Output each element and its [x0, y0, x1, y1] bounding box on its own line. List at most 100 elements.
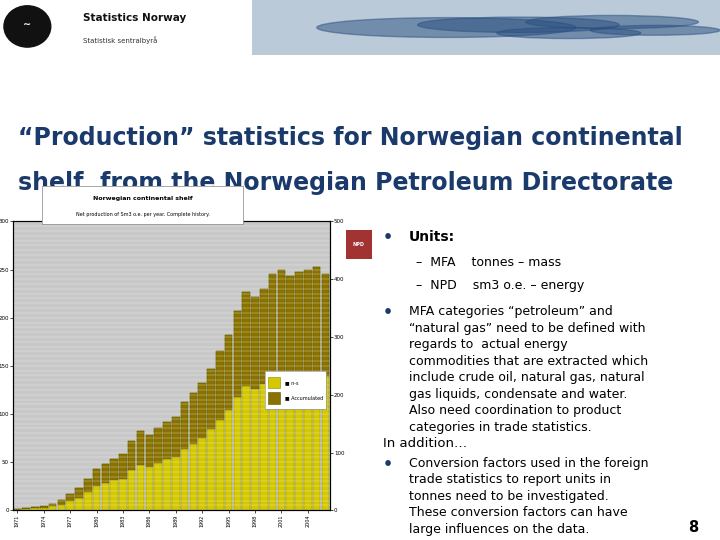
- Bar: [181, 402, 189, 449]
- Bar: [199, 383, 206, 438]
- Bar: [14, 509, 21, 510]
- Bar: [304, 269, 312, 510]
- Circle shape: [418, 17, 619, 32]
- Text: ■ n-s: ■ n-s: [284, 380, 298, 385]
- Bar: [189, 393, 197, 444]
- Text: –  NPD    sm3 o.e. – energy: – NPD sm3 o.e. – energy: [416, 279, 585, 292]
- Bar: [22, 508, 30, 510]
- Text: Statistics Norway: Statistics Norway: [83, 12, 186, 23]
- Bar: [207, 369, 215, 510]
- Text: Conversion factors used in the foreign
trade statistics to report units in
tonne: Conversion factors used in the foreign t…: [409, 457, 648, 536]
- Bar: [128, 441, 135, 510]
- Bar: [49, 504, 56, 510]
- Bar: [75, 488, 83, 510]
- Bar: [58, 500, 65, 510]
- Bar: [312, 267, 320, 373]
- Bar: [216, 352, 223, 420]
- Bar: [287, 276, 294, 377]
- Bar: [66, 494, 74, 510]
- Bar: [22, 508, 30, 509]
- Text: Statistisk sentralbyrå: Statistisk sentralbyrå: [83, 36, 157, 44]
- Bar: [225, 335, 233, 410]
- Bar: [110, 459, 118, 510]
- Bar: [225, 335, 233, 510]
- Bar: [58, 500, 65, 504]
- Bar: [110, 459, 118, 481]
- Circle shape: [497, 28, 641, 38]
- Bar: [145, 435, 153, 510]
- Bar: [40, 507, 48, 510]
- Bar: [268, 377, 280, 388]
- Bar: [163, 422, 171, 510]
- Bar: [278, 269, 285, 374]
- Bar: [120, 455, 127, 478]
- Bar: [84, 478, 91, 492]
- Bar: [252, 0, 720, 55]
- Bar: [269, 274, 276, 376]
- Bar: [189, 393, 197, 510]
- Bar: [145, 435, 153, 467]
- Bar: [278, 269, 285, 510]
- Bar: [31, 508, 39, 510]
- Bar: [268, 392, 280, 403]
- Text: Units:: Units:: [409, 230, 455, 244]
- Text: Norwegian continental shelf: Norwegian continental shelf: [93, 196, 192, 201]
- Bar: [163, 422, 171, 459]
- Bar: [172, 417, 179, 510]
- Bar: [120, 455, 127, 510]
- Text: “Production” statistics for Norwegian continental: “Production” statistics for Norwegian co…: [18, 126, 683, 151]
- Bar: [207, 369, 215, 429]
- Bar: [346, 230, 372, 259]
- Bar: [93, 469, 100, 510]
- Bar: [216, 352, 223, 510]
- Bar: [84, 478, 91, 510]
- Bar: [322, 274, 329, 376]
- Bar: [128, 441, 135, 470]
- Text: –  MFA    tonnes – mass: – MFA tonnes – mass: [416, 256, 562, 269]
- Bar: [93, 469, 100, 486]
- Bar: [322, 274, 329, 510]
- Bar: [154, 428, 162, 510]
- Bar: [295, 273, 302, 375]
- Bar: [251, 296, 258, 389]
- Bar: [102, 464, 109, 483]
- Bar: [172, 417, 179, 457]
- Bar: [287, 276, 294, 510]
- Bar: [137, 431, 144, 510]
- Bar: [102, 464, 109, 510]
- Bar: [260, 289, 268, 384]
- Bar: [243, 292, 250, 386]
- Circle shape: [317, 18, 576, 37]
- Text: shelf  from the Norwegian Petroleum Directorate: shelf from the Norwegian Petroleum Direc…: [18, 171, 673, 195]
- Bar: [66, 494, 74, 501]
- Bar: [233, 311, 241, 397]
- Bar: [14, 509, 21, 510]
- Bar: [312, 267, 320, 510]
- Bar: [304, 269, 312, 374]
- Ellipse shape: [4, 6, 50, 47]
- Bar: [243, 292, 250, 510]
- Circle shape: [590, 25, 720, 35]
- Text: NPD: NPD: [353, 242, 364, 247]
- Circle shape: [526, 16, 698, 29]
- Bar: [233, 311, 241, 510]
- Bar: [154, 428, 162, 463]
- Bar: [269, 274, 276, 510]
- Text: ■ Accumulated: ■ Accumulated: [284, 395, 323, 400]
- Bar: [49, 504, 56, 507]
- Bar: [75, 488, 83, 498]
- Text: In addition…: In addition…: [383, 437, 467, 450]
- Bar: [40, 507, 48, 508]
- Text: •: •: [383, 457, 393, 472]
- Text: Net production of Sm3 o.e. per year. Complete history.: Net production of Sm3 o.e. per year. Com…: [76, 212, 210, 217]
- Text: •: •: [383, 305, 393, 320]
- Text: ∼: ∼: [23, 20, 32, 30]
- Text: 8: 8: [688, 519, 698, 535]
- Bar: [251, 296, 258, 510]
- Bar: [260, 289, 268, 510]
- Bar: [199, 383, 206, 510]
- Text: MFA categories “petroleum” and
“natural gas” need to be defined with
regards to : MFA categories “petroleum” and “natural …: [409, 305, 648, 434]
- Bar: [295, 273, 302, 510]
- Bar: [181, 402, 189, 510]
- Bar: [137, 431, 144, 465]
